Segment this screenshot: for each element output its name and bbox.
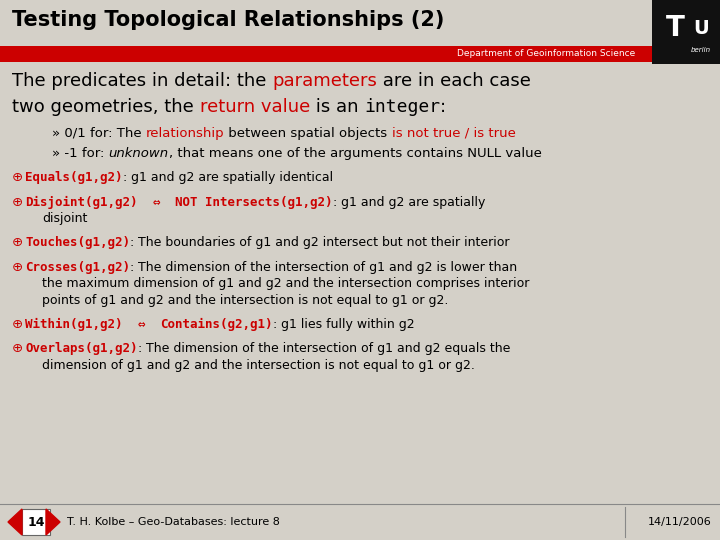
Text: unknown: unknown: [109, 146, 168, 159]
Text: return value: return value: [199, 98, 310, 116]
Text: 14/11/2006: 14/11/2006: [648, 517, 712, 527]
Text: are in each case: are in each case: [377, 72, 531, 90]
Text: is not true / is true: is not true / is true: [392, 126, 516, 140]
Text: :: :: [273, 318, 281, 331]
Text: integer: integer: [364, 98, 440, 116]
Text: g1 and g2 are spatially identical: g1 and g2 are spatially identical: [131, 171, 333, 184]
Text: ⇔: ⇔: [138, 195, 175, 208]
Text: Disjoint(g1,g2): Disjoint(g1,g2): [25, 195, 138, 208]
Text: Crosses(g1,g2): Crosses(g1,g2): [25, 261, 130, 274]
Text: Department of Geoinformation Science: Department of Geoinformation Science: [456, 50, 635, 58]
Text: :: :: [122, 171, 131, 184]
Text: parameters: parameters: [272, 72, 377, 90]
Text: relationship: relationship: [146, 126, 225, 140]
Bar: [0, 46, 720, 62]
Text: ⊕: ⊕: [12, 171, 23, 184]
Text: Touches(g1,g2): Touches(g1,g2): [25, 237, 130, 249]
Text: , that means one of the arguments contains NULL value: , that means one of the arguments contai…: [168, 146, 541, 159]
Text: dimension of g1 and g2 and the intersection is not equal to g1 or g2.: dimension of g1 and g2 and the intersect…: [42, 359, 475, 372]
Text: T: T: [667, 14, 685, 42]
Text: NOT Intersects(g1,g2): NOT Intersects(g1,g2): [175, 195, 333, 208]
Text: Testing Topological Relationships (2): Testing Topological Relationships (2): [12, 10, 444, 30]
Text: ⊕: ⊕: [12, 342, 23, 355]
Text: Within(g1,g2): Within(g1,g2): [25, 318, 122, 331]
Text: :: :: [130, 237, 138, 249]
Text: :: :: [130, 261, 138, 274]
Text: between spatial objects: between spatial objects: [225, 126, 392, 140]
Text: The predicates in detail: the: The predicates in detail: the: [12, 72, 272, 90]
Text: g1 lies fully within g2: g1 lies fully within g2: [281, 318, 415, 331]
Text: the maximum dimension of g1 and g2 and the intersection comprises interior: the maximum dimension of g1 and g2 and t…: [42, 277, 529, 290]
Text: ⇔: ⇔: [122, 318, 160, 331]
Text: The dimension of the intersection of g1 and g2 equals the: The dimension of the intersection of g1 …: [146, 342, 510, 355]
Text: g1 and g2 are spatially: g1 and g2 are spatially: [341, 195, 485, 208]
Text: The boundaries of g1 and g2 intersect but not their interior: The boundaries of g1 and g2 intersect bu…: [138, 237, 510, 249]
Polygon shape: [8, 509, 22, 535]
Text: berlin: berlin: [691, 47, 711, 53]
Text: points of g1 and g2 and the intersection is not equal to g1 or g2.: points of g1 and g2 and the intersection…: [42, 294, 449, 307]
Text: ⊕: ⊕: [12, 237, 23, 249]
Text: Contains(g2,g1): Contains(g2,g1): [160, 318, 273, 331]
Text: ⊕: ⊕: [12, 261, 23, 274]
Text: :: :: [333, 195, 341, 208]
Text: T. H. Kolbe – Geo-Databases: lecture 8: T. H. Kolbe – Geo-Databases: lecture 8: [67, 517, 280, 527]
Text: Equals(g1,g2): Equals(g1,g2): [25, 171, 122, 184]
Text: Overlaps(g1,g2): Overlaps(g1,g2): [25, 342, 138, 355]
Text: 14: 14: [27, 516, 45, 529]
Text: » 0/1 for: The: » 0/1 for: The: [52, 126, 146, 140]
Text: disjoint: disjoint: [42, 212, 87, 225]
Text: ⊕: ⊕: [12, 195, 23, 208]
Text: two geometries, the: two geometries, the: [12, 98, 199, 116]
Polygon shape: [46, 509, 60, 535]
Text: :: :: [440, 98, 446, 116]
Text: ⊕: ⊕: [12, 318, 23, 331]
Text: :: :: [138, 342, 146, 355]
Text: The dimension of the intersection of g1 and g2 is lower than: The dimension of the intersection of g1 …: [138, 261, 518, 274]
Bar: [652, 0, 720, 64]
Text: U: U: [693, 18, 708, 37]
Text: is an: is an: [310, 98, 364, 116]
Text: » -1 for:: » -1 for:: [52, 146, 109, 159]
Bar: [22, 509, 50, 535]
